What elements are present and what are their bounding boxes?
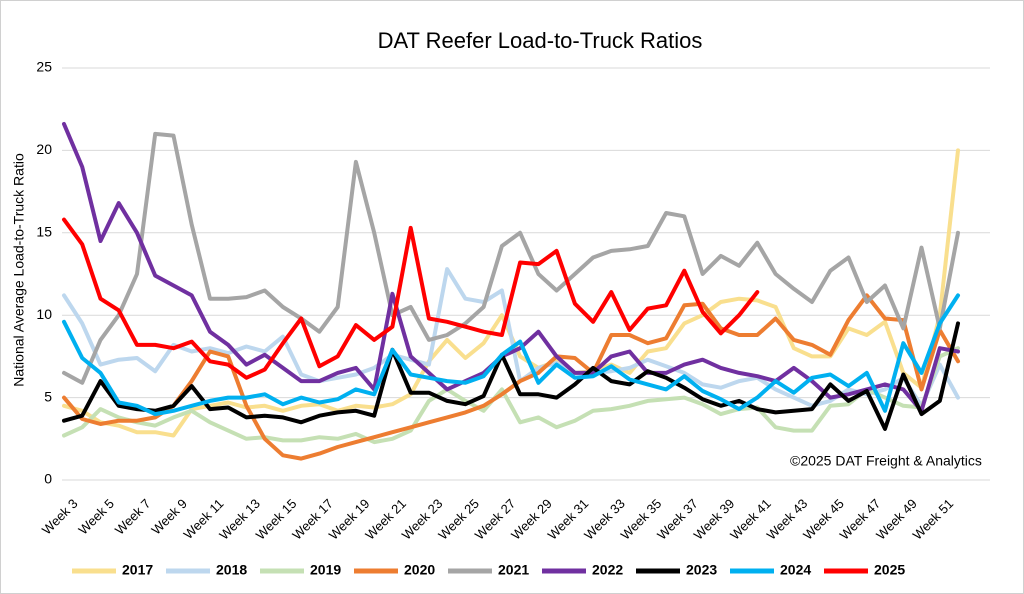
- series-line: [62, 321, 960, 431]
- y-tick-label: 5: [44, 388, 52, 404]
- y-tick-label: 0: [44, 471, 52, 487]
- series-line: [62, 293, 960, 417]
- y-tick-label: 15: [36, 224, 52, 240]
- legend-label: 2018: [216, 562, 247, 578]
- y-tick-label: 10: [36, 306, 52, 322]
- series-line: [62, 131, 960, 385]
- chart-title: DAT Reefer Load-to-Truck Ratios: [378, 28, 703, 53]
- y-tick-label: 20: [36, 141, 52, 157]
- y-tick-label: 25: [36, 59, 52, 75]
- legend-label: 2017: [122, 562, 153, 578]
- annotation: ©2025 DAT Freight & Analytics: [790, 453, 982, 469]
- series-line: [62, 293, 960, 461]
- legend-label: 2024: [780, 562, 811, 578]
- series-line: [62, 267, 960, 408]
- legend-label: 2025: [874, 562, 905, 578]
- y-axis-label: National Average Load-to-Truck Ratio: [11, 153, 27, 387]
- legend-label: 2019: [310, 562, 341, 578]
- series-line: [62, 346, 960, 445]
- series-line: [62, 217, 760, 380]
- legend-label: 2023: [686, 562, 717, 578]
- legend-label: 2022: [592, 562, 623, 578]
- legend-label: 2021: [498, 562, 529, 578]
- legend-label: 2020: [404, 562, 435, 578]
